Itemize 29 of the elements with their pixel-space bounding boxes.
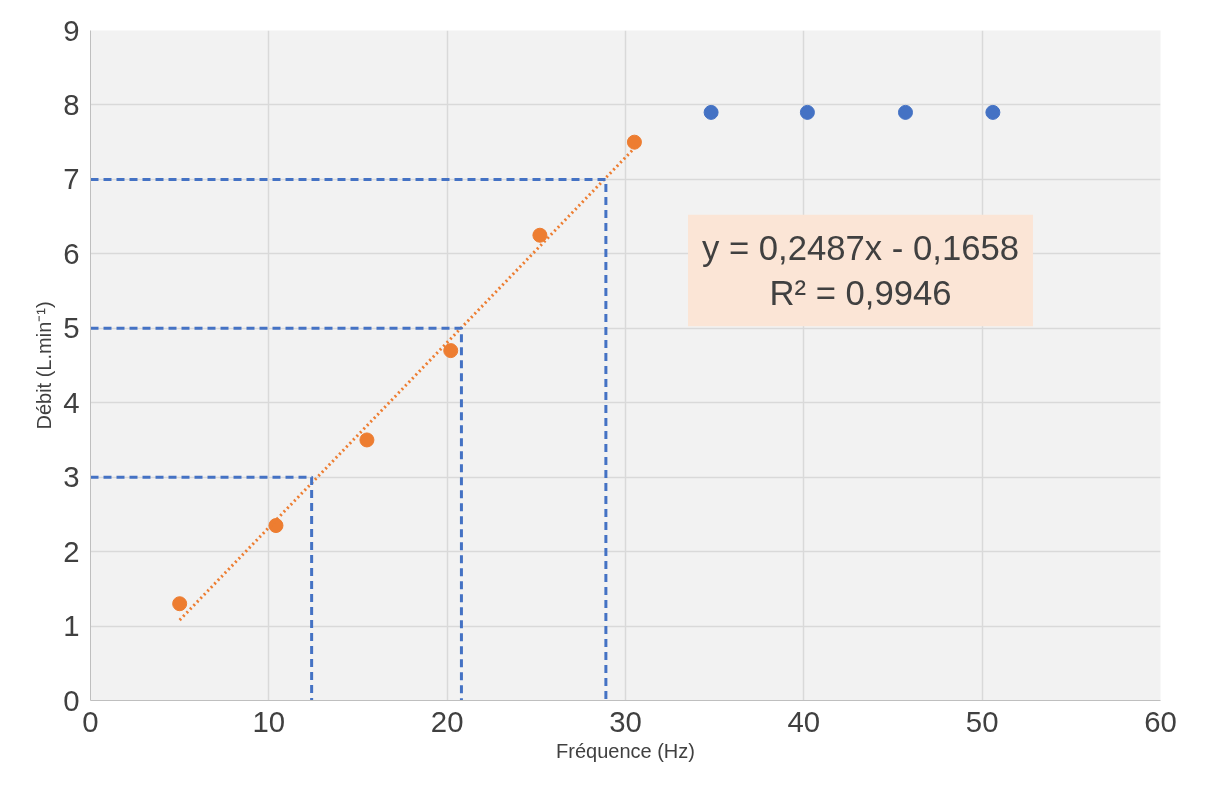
point: [703, 104, 719, 120]
point: [985, 104, 1001, 120]
y-tick-label: 4: [63, 385, 80, 419]
x-tick-label: 10: [252, 704, 286, 738]
x-tick-label: 20: [430, 704, 464, 738]
point: [799, 104, 815, 120]
point: [532, 227, 548, 243]
x-tick-label: 40: [787, 704, 821, 738]
annotation: y = 0,2487x - 0,1658 R² = 0,9946: [702, 228, 1019, 313]
x-tick-label: 60: [1144, 704, 1177, 738]
point: [626, 134, 642, 150]
y-tick-label: 3: [63, 460, 80, 494]
y-tick-label: 7: [63, 162, 80, 196]
x-tick-label: 50: [965, 704, 999, 738]
point: [897, 104, 913, 120]
y-tick-label: 8: [63, 87, 80, 121]
y-tick-label: 0: [63, 683, 80, 717]
y-axis-title: Débit (L.min⁻¹): [33, 301, 56, 430]
y-tick-label: 9: [63, 13, 80, 47]
y-tick-label: 6: [63, 236, 80, 270]
y-tick-label: 1: [63, 609, 80, 643]
x-tick-label: 30: [609, 704, 642, 738]
point: [359, 432, 375, 448]
point: [443, 343, 459, 359]
point: [268, 518, 284, 534]
point: [172, 596, 188, 612]
x-axis-title: Fréquence (Hz): [556, 739, 695, 762]
y-tick-label: 2: [63, 534, 80, 568]
y-tick-label: 5: [63, 311, 80, 345]
